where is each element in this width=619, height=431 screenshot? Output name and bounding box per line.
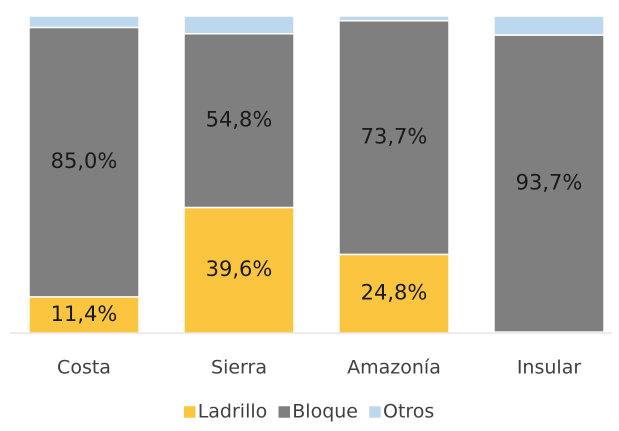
value-label: 39,6% bbox=[206, 257, 273, 281]
legend-swatch bbox=[183, 405, 196, 419]
bar-segment bbox=[183, 33, 295, 209]
value-label: 11,4% bbox=[51, 302, 118, 326]
x-tick-label: Sierra bbox=[211, 357, 267, 379]
bar-segment bbox=[493, 34, 605, 333]
legend-label: Otros bbox=[383, 401, 434, 423]
bar-segment bbox=[28, 26, 140, 298]
x-tick-label: Insular bbox=[517, 357, 582, 379]
legend-label: Bloque bbox=[292, 401, 358, 423]
bar-segment bbox=[28, 296, 140, 334]
value-label: 24,8% bbox=[361, 281, 428, 305]
bar-segment bbox=[338, 20, 450, 256]
value-label: 54,8% bbox=[206, 108, 273, 132]
legend-label: Ladrillo bbox=[198, 401, 268, 423]
x-tick-label: Costa bbox=[57, 357, 111, 379]
bar-segment bbox=[28, 15, 140, 29]
bar-segment bbox=[183, 15, 295, 35]
value-label: 93,7% bbox=[516, 171, 583, 195]
x-tick-label: Amazonía bbox=[347, 357, 441, 379]
value-label: 85,0% bbox=[51, 149, 118, 173]
value-label: 73,7% bbox=[361, 125, 428, 149]
bar-segment bbox=[493, 15, 605, 36]
legend-swatch bbox=[278, 405, 291, 419]
legend-swatch bbox=[368, 405, 382, 419]
bar-segment bbox=[338, 15, 450, 22]
